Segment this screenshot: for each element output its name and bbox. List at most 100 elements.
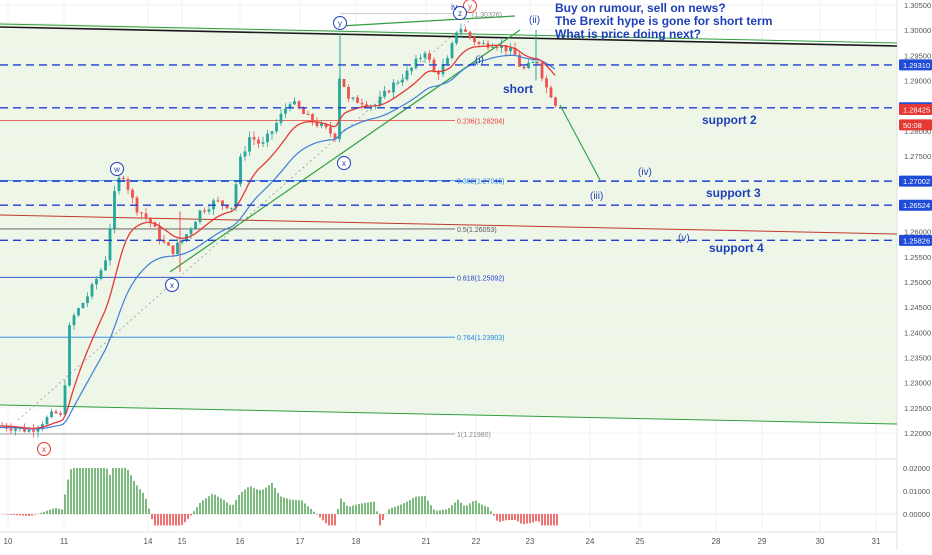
candle-body-37 [167, 242, 170, 246]
fib-label-top: (1.30326) [472, 12, 502, 19]
candle-body-101 [455, 32, 458, 44]
y-tick-1: 1.30000 [904, 26, 931, 35]
price-tag-bg-3 [899, 119, 932, 131]
candle-body-96 [432, 59, 436, 73]
candle-body-78 [351, 97, 355, 99]
candle-body-117 [527, 62, 530, 69]
y-tick-13: 1.24000 [904, 328, 931, 337]
candle-body-73 [329, 127, 332, 134]
wave-x-3: x [42, 445, 46, 454]
candle-body-67 [302, 108, 305, 115]
x-tick-10: 24 [586, 537, 595, 546]
candle-body-66 [297, 101, 301, 109]
y-tick-15: 1.23000 [904, 379, 931, 388]
price-tag-bg-0 [899, 59, 932, 71]
wave-iii: (iii) [590, 191, 603, 202]
candle-body-13 [59, 413, 62, 415]
candle-body-112 [504, 45, 508, 52]
candle-body-121 [545, 78, 548, 88]
candle-body-77 [347, 86, 350, 99]
x-tick-9: 23 [526, 537, 535, 546]
candle-body-69 [311, 114, 314, 122]
wave-x-1: x [170, 281, 174, 290]
candle-body-109 [491, 46, 494, 48]
wave-ii: (ii) [529, 15, 540, 26]
candle-body-75 [338, 79, 341, 140]
candle-body-33 [149, 217, 152, 223]
fib-label-0.618: 0.618(1.25092) [457, 275, 504, 282]
candle-body-17 [77, 308, 80, 316]
price-tag-6: 1.25826 [903, 236, 930, 245]
candle-body-70 [315, 121, 319, 126]
candle-body-32 [144, 213, 148, 218]
candle-body-116 [522, 66, 526, 69]
candle-body-99 [446, 58, 449, 65]
projection-down [559, 104, 601, 181]
candle-body-113 [509, 47, 512, 52]
candle-body-120 [540, 62, 544, 79]
candle-body-122 [549, 87, 553, 98]
candle-body-40 [180, 240, 184, 243]
x-tick-4: 16 [236, 537, 245, 546]
candle-body-52 [234, 184, 238, 208]
wave-x-2-ring [337, 156, 351, 170]
x-tick-7: 21 [422, 537, 431, 546]
candle-body-106 [477, 42, 481, 44]
wave-x-2: x [342, 159, 346, 168]
candle-body-46 [207, 209, 211, 212]
candle-body-123 [554, 97, 557, 106]
candle-body-22 [99, 270, 103, 279]
candle-body-43 [194, 221, 197, 229]
fib-levels: 0.236(1.28204) 0.382(1.27015) 0.5(1.26053)… [0, 12, 504, 439]
candle-body-114 [513, 47, 517, 55]
candle-body-51 [230, 207, 233, 209]
candle-body-10 [45, 417, 49, 425]
candle-body-102 [459, 29, 463, 33]
candle-body-44 [198, 210, 202, 222]
y-tick-2: 1.29500 [904, 51, 931, 60]
x-tick-14: 30 [816, 537, 825, 546]
price-tag-3: 50:08 [903, 121, 922, 130]
candle-body-63 [284, 108, 287, 114]
osc-tick-2: 0.00000 [903, 510, 930, 519]
candle-body-87 [392, 82, 395, 93]
candle-body-64 [288, 104, 292, 109]
candle-body-79 [356, 97, 359, 103]
x-tick-1: 11 [60, 537, 69, 546]
y-tick-10: 1.25500 [904, 253, 931, 262]
moving-averages [0, 44, 556, 430]
candle-body-56 [252, 137, 256, 140]
candle-body-19 [86, 296, 89, 303]
wave-x-3-ring [37, 442, 51, 456]
candle-body-72 [324, 123, 328, 128]
fib-label-0.236: 0.236(1.28204) [457, 119, 504, 126]
candle-body-55 [248, 137, 251, 152]
candle-body-115 [518, 54, 521, 67]
horizontal-levels [0, 64, 897, 242]
price-tag-4: 1.27002 [903, 177, 930, 186]
candle-body-42 [189, 228, 193, 235]
candle-body-36 [162, 240, 166, 243]
y-axis: 1.305001.300001.295001.290001.285001.280… [899, 1, 932, 519]
headline-1: Buy on rumour, sell on news? [555, 1, 726, 15]
price-tag-bg-4 [899, 175, 932, 187]
y-tick-11: 1.25000 [904, 278, 931, 287]
candle-body-71 [320, 123, 323, 126]
annotations: Buy on rumour, sell on news? The Brexit … [503, 1, 772, 255]
candle-body-90 [405, 70, 409, 80]
ema-blue [0, 54, 556, 430]
candle-body-95 [428, 53, 431, 60]
wave-w: w [113, 165, 120, 174]
candle-body-86 [387, 90, 391, 93]
candle-body-8 [36, 427, 40, 432]
y-tick-14: 1.23500 [904, 353, 931, 362]
projection-path [559, 104, 601, 181]
candle-body-25 [113, 191, 116, 229]
candle-body-38 [171, 245, 175, 254]
candle-body-103 [464, 29, 467, 32]
headline-3: What is price doing next? [555, 27, 701, 41]
fib-label-1: 1(1.21980) [457, 432, 491, 439]
candle-body-65 [293, 101, 296, 105]
